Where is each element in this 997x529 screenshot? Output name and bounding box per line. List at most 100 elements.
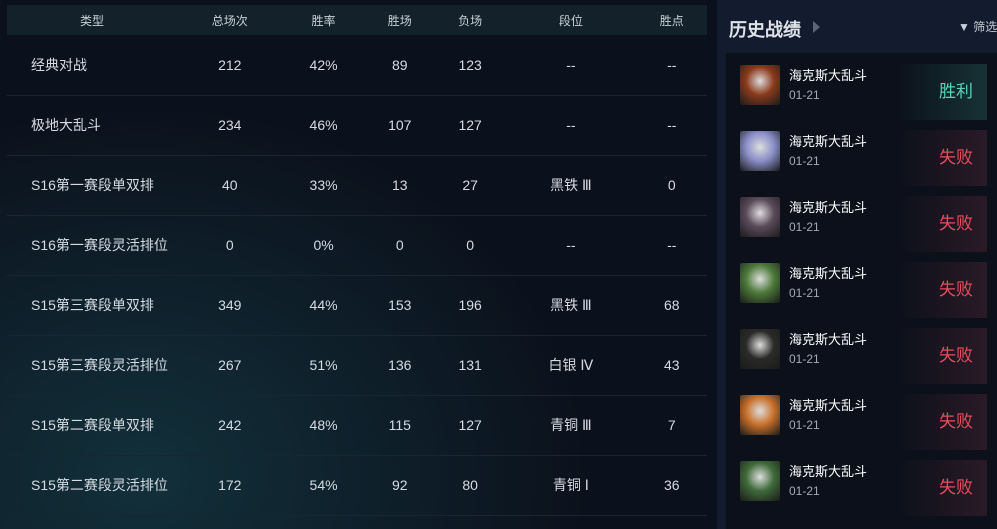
table-cell: S16第一赛段单双排 xyxy=(7,155,177,216)
champion-avatar xyxy=(740,329,780,369)
table-cell: S15第二赛段灵活排位 xyxy=(7,455,177,516)
match-mode: 海克斯大乱斗 xyxy=(789,464,868,479)
history-panel: 历史战绩 ▼ 筛选 海克斯大乱斗 01-21 胜利 海克斯大乱斗 01-21 失… xyxy=(717,0,997,529)
table-cell: 54% xyxy=(282,455,365,516)
table-row: 经典对战 212 42% 89 123 -- -- xyxy=(7,35,707,96)
match-item[interactable]: 海克斯大乱斗 01-21 失败 xyxy=(726,190,997,252)
table-cell: -- xyxy=(505,95,637,156)
table-cell: 349 xyxy=(177,275,283,336)
table-cell: 51% xyxy=(282,335,365,396)
column-header: 段位 xyxy=(558,13,583,28)
match-mode: 海克斯大乱斗 xyxy=(789,200,868,215)
table-row: S15第三赛段灵活排位 267 51% 136 131 白银 Ⅳ 43 xyxy=(7,335,707,396)
stats-table: 类型 总场次 胜率 胜场 负场 段位 胜点 经典对战 212 42% 89 123 -- -- 极地大乱斗… xyxy=(7,5,707,516)
table-cell: S15第三赛段灵活排位 xyxy=(7,335,177,396)
filter-button[interactable]: ▼ 筛选 xyxy=(958,18,997,35)
match-mode: 海克斯大乱斗 xyxy=(789,134,868,149)
match-mode: 海克斯大乱斗 xyxy=(789,68,868,83)
table-cell: 127 xyxy=(434,395,506,456)
history-title: 历史战绩 xyxy=(729,20,801,40)
table-cell: 36 xyxy=(636,455,707,516)
match-date: 01-21 xyxy=(789,484,820,498)
match-item[interactable]: 海克斯大乱斗 01-21 胜利 xyxy=(726,58,997,120)
table-cell: 青铜 Ⅲ xyxy=(505,395,637,456)
table-row: S15第三赛段单双排 349 44% 153 196 黑铁 Ⅲ 68 xyxy=(7,275,707,336)
filter-label: 筛选 xyxy=(973,20,997,34)
column-header: 胜率 xyxy=(311,13,336,28)
table-cell: 48% xyxy=(282,395,365,456)
match-date: 01-21 xyxy=(789,286,820,300)
column-header: 负场 xyxy=(458,13,483,28)
match-result: 失败 xyxy=(895,328,987,384)
table-cell: 黑铁 Ⅲ xyxy=(505,275,637,336)
match-item[interactable]: 海克斯大乱斗 01-21 失败 xyxy=(726,124,997,186)
table-cell: 234 xyxy=(177,95,283,156)
table-header: 类型 总场次 胜率 胜场 负场 段位 胜点 xyxy=(7,5,707,35)
filter-icon: ▼ xyxy=(958,20,970,34)
match-date: 01-21 xyxy=(789,154,820,168)
match-item[interactable]: 海克斯大乱斗 01-21 失败 xyxy=(726,256,997,318)
table-cell: 0 xyxy=(636,155,707,216)
table-cell: 黑铁 Ⅲ xyxy=(505,155,637,216)
match-result: 失败 xyxy=(895,460,987,516)
table-cell: 80 xyxy=(434,455,506,516)
table-row: S15第二赛段灵活排位 172 54% 92 80 青铜 Ⅰ 36 xyxy=(7,455,707,516)
table-cell: 0 xyxy=(177,215,283,276)
table-cell: 极地大乱斗 xyxy=(7,95,177,156)
match-result: 失败 xyxy=(895,394,987,450)
table-cell: -- xyxy=(505,215,637,276)
table-cell: 43 xyxy=(636,335,707,396)
match-item[interactable]: 海克斯大乱斗 01-21 失败 xyxy=(726,322,997,384)
table-cell: 123 xyxy=(434,35,506,96)
match-item[interactable]: 海克斯大乱斗 01-21 失败 xyxy=(726,454,997,516)
match-date: 01-21 xyxy=(789,418,820,432)
table-cell: 0% xyxy=(282,215,365,276)
table-cell: 40 xyxy=(177,155,283,216)
table-cell: S15第二赛段单双排 xyxy=(7,395,177,456)
table-row: 极地大乱斗 234 46% 107 127 -- -- xyxy=(7,95,707,156)
table-cell: -- xyxy=(636,215,707,276)
table-cell: 127 xyxy=(434,95,506,156)
table-cell: 136 xyxy=(364,335,435,396)
table-cell: 92 xyxy=(364,455,435,516)
table-cell: 0 xyxy=(364,215,435,276)
column-header: 总场次 xyxy=(211,13,248,28)
table-cell: -- xyxy=(505,35,637,96)
champion-avatar xyxy=(740,197,780,237)
champion-avatar xyxy=(740,131,780,171)
expand-arrow-icon[interactable] xyxy=(813,21,820,33)
stats-panel: 类型 总场次 胜率 胜场 负场 段位 胜点 经典对战 212 42% 89 123 -- -- 极地大乱斗… xyxy=(0,0,714,529)
column-header: 类型 xyxy=(79,13,104,28)
table-cell: 经典对战 xyxy=(7,35,177,96)
match-date: 01-21 xyxy=(789,220,820,234)
table-cell: 42% xyxy=(282,35,365,96)
table-cell: 33% xyxy=(282,155,365,216)
column-header: 胜点 xyxy=(659,13,684,28)
table-cell: 267 xyxy=(177,335,283,396)
table-cell: 0 xyxy=(434,215,506,276)
match-result: 失败 xyxy=(895,130,987,186)
table-cell: 27 xyxy=(434,155,506,216)
match-item[interactable]: 海克斯大乱斗 01-21 失败 xyxy=(726,388,997,450)
table-cell: 107 xyxy=(364,95,435,156)
table-cell: 白银 Ⅳ xyxy=(505,335,637,396)
table-cell: 青铜 Ⅰ xyxy=(505,455,637,516)
table-cell: 242 xyxy=(177,395,283,456)
match-date: 01-21 xyxy=(789,352,820,366)
table-cell: -- xyxy=(636,35,707,96)
match-result: 胜利 xyxy=(895,64,987,120)
table-cell: -- xyxy=(636,95,707,156)
table-cell: 153 xyxy=(364,275,435,336)
champion-avatar xyxy=(740,395,780,435)
table-cell: 172 xyxy=(177,455,283,516)
match-mode: 海克斯大乱斗 xyxy=(789,332,868,347)
table-cell: 89 xyxy=(364,35,435,96)
match-mode: 海克斯大乱斗 xyxy=(789,398,868,413)
table-cell: 115 xyxy=(364,395,435,456)
table-cell: 68 xyxy=(636,275,707,336)
table-cell: S16第一赛段灵活排位 xyxy=(7,215,177,276)
table-cell: 46% xyxy=(282,95,365,156)
table-cell: 44% xyxy=(282,275,365,336)
